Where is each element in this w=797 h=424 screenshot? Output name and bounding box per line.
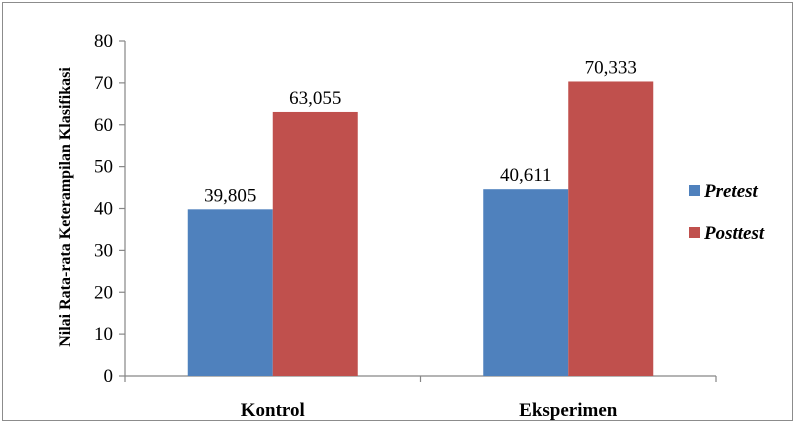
data-label: 39,805 bbox=[204, 185, 256, 206]
bar-posttest-kontrol bbox=[272, 111, 358, 376]
y-tick-label: 10 bbox=[94, 324, 113, 345]
y-tick-label: 30 bbox=[94, 240, 113, 261]
bars bbox=[187, 81, 654, 376]
bar-pretest-eksperimen bbox=[483, 189, 569, 376]
y-tick-label: 50 bbox=[94, 157, 113, 178]
y-tick-label: 0 bbox=[104, 366, 114, 387]
data-labels: 39,805 63,055 40,611 70,333 bbox=[204, 57, 637, 206]
category-label-kontrol: Kontrol bbox=[241, 400, 305, 421]
legend-label-posttest: Posttest bbox=[703, 223, 765, 244]
category-label-eksperimen: Eksperimen bbox=[519, 400, 618, 421]
y-tick-label: 40 bbox=[94, 199, 113, 220]
legend-swatch-pretest bbox=[689, 185, 700, 196]
y-tick-label: 70 bbox=[94, 73, 113, 94]
category-labels: Kontrol Eksperimen bbox=[241, 400, 618, 421]
y-tick-label: 60 bbox=[94, 115, 113, 136]
legend-swatch-posttest bbox=[689, 227, 700, 238]
bar-posttest-eksperimen bbox=[568, 81, 654, 376]
y-tick-label: 20 bbox=[94, 282, 113, 303]
legend: Pretest Posttest bbox=[689, 181, 765, 244]
y-axis-label: Nilai Rata-rata Keterampilan Klasifikasi bbox=[57, 67, 74, 347]
y-tick-label: 80 bbox=[94, 31, 113, 52]
y-axis-ticks: 0 10 20 30 40 50 60 70 80 bbox=[94, 31, 125, 387]
bar-pretest-kontrol bbox=[187, 209, 273, 376]
data-label: 40,611 bbox=[500, 165, 552, 186]
data-label: 63,055 bbox=[289, 88, 341, 109]
legend-label-pretest: Pretest bbox=[703, 181, 759, 202]
data-label: 70,333 bbox=[585, 57, 637, 78]
